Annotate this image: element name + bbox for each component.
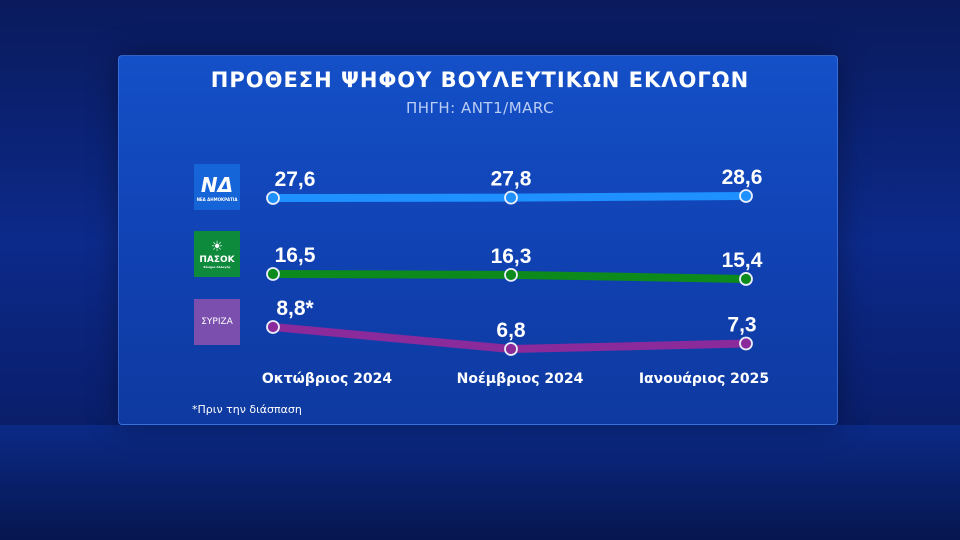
pasok-logo: ☀ ΠΑΣΟΚ Κίνημα Αλλαγής: [194, 231, 240, 277]
data-point: [739, 189, 753, 203]
data-point: [266, 267, 280, 281]
footnote: *Πριν την διάσπαση: [192, 403, 302, 416]
x-tick-label: Οκτώβριος 2024: [261, 371, 393, 387]
data-label: 27,8: [491, 168, 532, 191]
data-point: [266, 320, 280, 334]
data-point: [504, 342, 518, 356]
data-label: 28,6: [722, 166, 763, 189]
data-point: [504, 267, 518, 282]
data-label: 7,3: [727, 314, 756, 337]
data-label: 16,3: [491, 245, 532, 268]
data-label: 27,6: [275, 168, 316, 191]
data-label: 16,5: [275, 244, 316, 267]
x-tick-label: Ιανουάριος 2025: [638, 371, 770, 387]
data-point: [739, 336, 753, 351]
data-label: 6,8: [496, 319, 526, 342]
data-point: [739, 272, 753, 286]
nd-logo: ΝΔ ΝΕΑ ΔΗΜΟΚΡΑΤΙΑ: [194, 164, 240, 210]
studio-floor: [0, 425, 960, 540]
data-point: [266, 191, 280, 205]
x-tick-label: Νοέμβριος 2024: [456, 371, 584, 387]
data-point: [504, 190, 518, 205]
chart-subtitle: ΠΗΓΗ: ΑΝΤ1/MARC: [405, 99, 555, 117]
data-label: 15,4: [722, 249, 763, 272]
chart-title: ΠΡΟΘΕΣΗ ΨΗΦΟΥ ΒΟΥΛΕΥΤΙΚΩΝ ΕΚΛΟΓΩΝ: [210, 68, 750, 92]
data-label: 8,8*: [276, 297, 314, 320]
syriza-logo: ΣΥΡΙΖΑ: [194, 299, 240, 345]
